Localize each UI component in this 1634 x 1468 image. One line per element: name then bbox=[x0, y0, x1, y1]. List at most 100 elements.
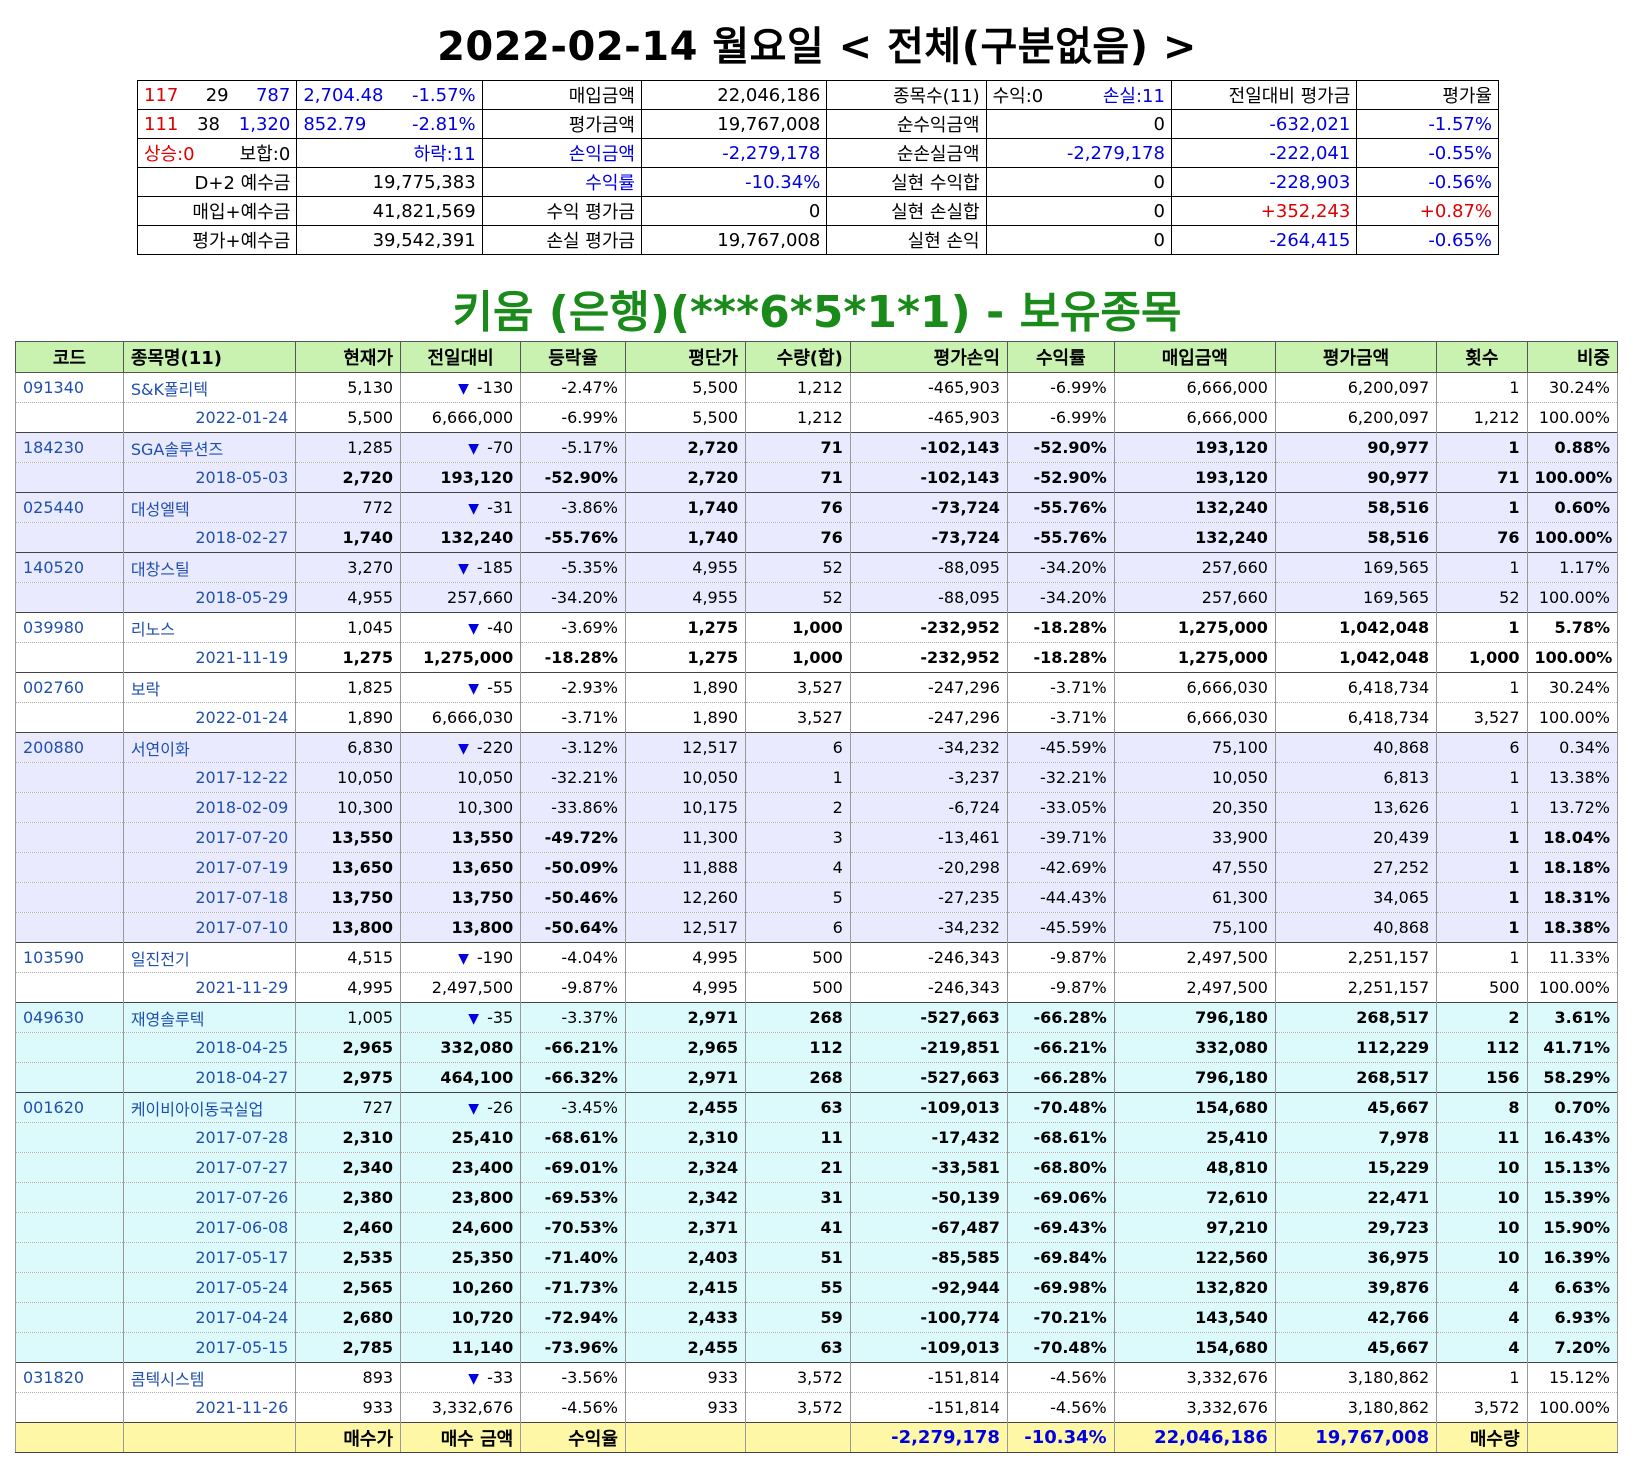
change: 6,666,000 bbox=[400, 402, 522, 433]
current-price: 2,720 bbox=[295, 462, 402, 493]
col-header-name[interactable]: 종목명(11) bbox=[122, 341, 297, 373]
stock-code bbox=[15, 522, 124, 553]
eval-pnl: -247,296 bbox=[849, 672, 1008, 703]
stock-code: 031820 bbox=[15, 1362, 124, 1393]
down-arrow-icon: ▼ bbox=[468, 501, 480, 517]
buy-date: 2017-07-28 bbox=[122, 1122, 297, 1153]
col-header-code[interactable]: 코드 bbox=[15, 341, 124, 373]
lot-row[interactable]: 2017-05-15 2,785 11,140 -73.96% 2,455 63 -109,… bbox=[15, 1332, 1619, 1363]
eval-amount: 6,418,734 bbox=[1274, 672, 1438, 703]
lot-row[interactable]: 2017-07-19 13,650 13,650 -50.09% 11,888 4 -20,… bbox=[15, 852, 1619, 883]
stock-row[interactable]: 091340 S&K폴리텍 5,130 ▼ -130 -2.47% 5,500 1,212 -4… bbox=[15, 372, 1619, 403]
lot-row[interactable]: 2017-12-22 10,050 10,050 -32.21% 10,050 1 -3,2… bbox=[15, 762, 1619, 793]
change: ▼ -33 bbox=[400, 1362, 522, 1393]
stock-row[interactable]: 002760 보락 1,825 ▼ -55 -2.93% 1,890 3,527 -247,29… bbox=[15, 672, 1619, 703]
col-header-qty[interactable]: 수량(합) bbox=[745, 341, 851, 373]
change-value: 25,410 bbox=[451, 1128, 514, 1147]
lot-row[interactable]: 2018-02-09 10,300 10,300 -33.86% 10,175 2 -6,7… bbox=[15, 792, 1619, 823]
lot-row[interactable]: 2022-01-24 1,890 6,666,030 -3.71% 1,890 3,527… bbox=[15, 702, 1619, 733]
change-rate: -66.21% bbox=[520, 1032, 626, 1063]
lot-row[interactable]: 2017-07-28 2,310 25,410 -68.61% 2,310 11 -17,4… bbox=[15, 1122, 1619, 1153]
stock-row[interactable]: 140520 대창스틸 3,270 ▼ -185 -5.35% 4,955 52 -88,095… bbox=[15, 552, 1619, 583]
avg-price: 1,890 bbox=[624, 702, 747, 733]
buy-amount: 33,900 bbox=[1113, 822, 1276, 853]
down-arrow-icon: ▼ bbox=[468, 1371, 480, 1387]
lot-row[interactable]: 2021-11-29 4,995 2,497,500 -9.87% 4,995 500 -2… bbox=[15, 972, 1619, 1003]
stock-row[interactable]: 049630 재영솔루텍 1,005 ▼ -35 -3.37% 2,971 268 -527,6… bbox=[15, 1002, 1619, 1033]
lot-row[interactable]: 2018-04-25 2,965 332,080 -66.21% 2,965 112 -21… bbox=[15, 1032, 1619, 1063]
col-header-price[interactable]: 현재가 bbox=[295, 341, 402, 373]
current-price: 2,310 bbox=[295, 1122, 402, 1153]
eval-amount: 1,042,048 bbox=[1274, 642, 1438, 673]
col-header-return[interactable]: 수익률 bbox=[1006, 341, 1115, 373]
stock-code bbox=[15, 1182, 124, 1213]
buy-date: 2017-07-27 bbox=[122, 1152, 297, 1183]
lot-row[interactable]: 2018-02-27 1,740 132,240 -55.76% 1,740 76 -73,… bbox=[15, 522, 1619, 553]
change-rate: -66.32% bbox=[520, 1062, 626, 1093]
col-header-weight[interactable]: 비중 bbox=[1526, 341, 1619, 373]
lot-row[interactable]: 2017-06-08 2,460 24,600 -70.53% 2,371 41 -67,4… bbox=[15, 1212, 1619, 1243]
lot-row[interactable]: 2017-07-18 13,750 13,750 -50.46% 12,260 5 -27,… bbox=[15, 882, 1619, 913]
trade-count: 8 bbox=[1436, 1092, 1528, 1123]
weight: 7.20% bbox=[1526, 1332, 1619, 1363]
stock-row[interactable]: 031820 콤텍시스템 893 ▼ -33 -3.56% 933 3,572 -151,814… bbox=[15, 1362, 1619, 1393]
eval-amount: 20,439 bbox=[1274, 822, 1438, 853]
return-rate: -55.76% bbox=[1006, 522, 1115, 553]
total-label-qty: 매수량 bbox=[1436, 1422, 1528, 1453]
lot-row[interactable]: 2017-04-24 2,680 10,720 -72.94% 2,433 59 -100,… bbox=[15, 1302, 1619, 1333]
summary-value: -264,415 bbox=[1170, 225, 1358, 255]
col-header-avg-price[interactable]: 평단가 bbox=[624, 341, 747, 373]
lot-row[interactable]: 2017-05-24 2,565 10,260 -71.73% 2,415 55 -92,9… bbox=[15, 1272, 1619, 1303]
quantity: 63 bbox=[745, 1332, 851, 1363]
col-header-eval-amount[interactable]: 평가금액 bbox=[1274, 341, 1438, 373]
eval-amount: 22,471 bbox=[1274, 1182, 1438, 1213]
col-header-pnl[interactable]: 평가손익 bbox=[849, 341, 1008, 373]
lot-row[interactable]: 2017-07-20 13,550 13,550 -49.72% 11,300 3 -13,… bbox=[15, 822, 1619, 853]
stock-row[interactable]: 025440 대성엘텍 772 ▼ -31 -3.86% 1,740 76 -73,724 -55… bbox=[15, 492, 1619, 523]
return-rate: -66.28% bbox=[1006, 1002, 1115, 1033]
lot-row[interactable]: 2017-05-17 2,535 25,350 -71.40% 2,403 51 -85,5… bbox=[15, 1242, 1619, 1273]
stock-name: 일진전기 bbox=[122, 942, 297, 973]
stock-row[interactable]: 103590 일진전기 4,515 ▼ -190 -4.04% 4,995 500 -246,3… bbox=[15, 942, 1619, 973]
weight: 0.70% bbox=[1526, 1092, 1619, 1123]
weight: 16.43% bbox=[1526, 1122, 1619, 1153]
header-row: 코드 종목명(11) 현재가 전일대비 등락율 평단가 수량(합) 평가손익 수… bbox=[15, 341, 1619, 373]
summary-label: 평가+예수금 bbox=[136, 225, 298, 255]
lot-row[interactable]: 2021-11-26 933 3,332,676 -4.56% 933 3,572 -151… bbox=[15, 1392, 1619, 1423]
buy-amount: 48,810 bbox=[1113, 1152, 1276, 1183]
stock-row[interactable]: 039980 리노스 1,045 ▼ -40 -3.69% 1,275 1,000 -232,9… bbox=[15, 612, 1619, 643]
buy-amount: 1,275,000 bbox=[1113, 642, 1276, 673]
stock-row[interactable]: 001620 케이비아이동국실업 727 ▼ -26 -3.45% 2,455 63 -109,… bbox=[15, 1092, 1619, 1123]
lot-row[interactable]: 2017-07-10 13,800 13,800 -50.64% 12,517 6 -34,… bbox=[15, 912, 1619, 943]
change-rate: -3.71% bbox=[520, 702, 626, 733]
col-header-count[interactable]: 횟수 bbox=[1436, 341, 1528, 373]
weight: 100.00% bbox=[1526, 1392, 1619, 1423]
trade-count: 1 bbox=[1436, 612, 1528, 643]
stock-row[interactable]: 200880 서연이화 6,830 ▼ -220 -3.12% 12,517 6 -34,232… bbox=[15, 732, 1619, 763]
change-rate: -3.45% bbox=[520, 1092, 626, 1123]
eval-pnl: -13,461 bbox=[849, 822, 1008, 853]
col-header-buy-amount[interactable]: 매입금액 bbox=[1113, 341, 1276, 373]
lot-row[interactable]: 2018-05-03 2,720 193,120 -52.90% 2,720 71 -102… bbox=[15, 462, 1619, 493]
lot-row[interactable]: 2018-05-29 4,955 257,660 -34.20% 4,955 52 -88,… bbox=[15, 582, 1619, 613]
trade-count: 10 bbox=[1436, 1242, 1528, 1273]
current-price: 2,975 bbox=[295, 1062, 402, 1093]
lot-row[interactable]: 2017-07-26 2,380 23,800 -69.53% 2,342 31 -50,1… bbox=[15, 1182, 1619, 1213]
lot-row[interactable]: 2017-07-27 2,340 23,400 -69.01% 2,324 21 -33,5… bbox=[15, 1152, 1619, 1183]
col-header-rate[interactable]: 등락율 bbox=[520, 341, 626, 373]
col-header-change[interactable]: 전일대비 bbox=[400, 341, 522, 373]
stock-code bbox=[15, 972, 124, 1003]
quantity: 1,212 bbox=[745, 402, 851, 433]
lot-row[interactable]: 2018-04-27 2,975 464,100 -66.32% 2,971 268 -52… bbox=[15, 1062, 1619, 1093]
eval-amount: 36,975 bbox=[1274, 1242, 1438, 1273]
change-value: -190 bbox=[476, 948, 514, 967]
return-rate: -6.99% bbox=[1006, 372, 1115, 403]
buy-amount: 75,100 bbox=[1113, 912, 1276, 943]
lot-row[interactable]: 2022-01-24 5,500 6,666,000 -6.99% 5,500 1,212… bbox=[15, 402, 1619, 433]
change-value: 11,140 bbox=[451, 1338, 514, 1357]
change-value: 23,800 bbox=[451, 1188, 514, 1207]
buy-amount: 143,540 bbox=[1113, 1302, 1276, 1333]
weight: 0.34% bbox=[1526, 732, 1619, 763]
stock-row[interactable]: 184230 SGA솔루션즈 1,285 ▼ -70 -5.17% 2,720 71 -102,… bbox=[15, 432, 1619, 463]
lot-row[interactable]: 2021-11-19 1,275 1,275,000 -18.28% 1,275 1,00… bbox=[15, 642, 1619, 673]
